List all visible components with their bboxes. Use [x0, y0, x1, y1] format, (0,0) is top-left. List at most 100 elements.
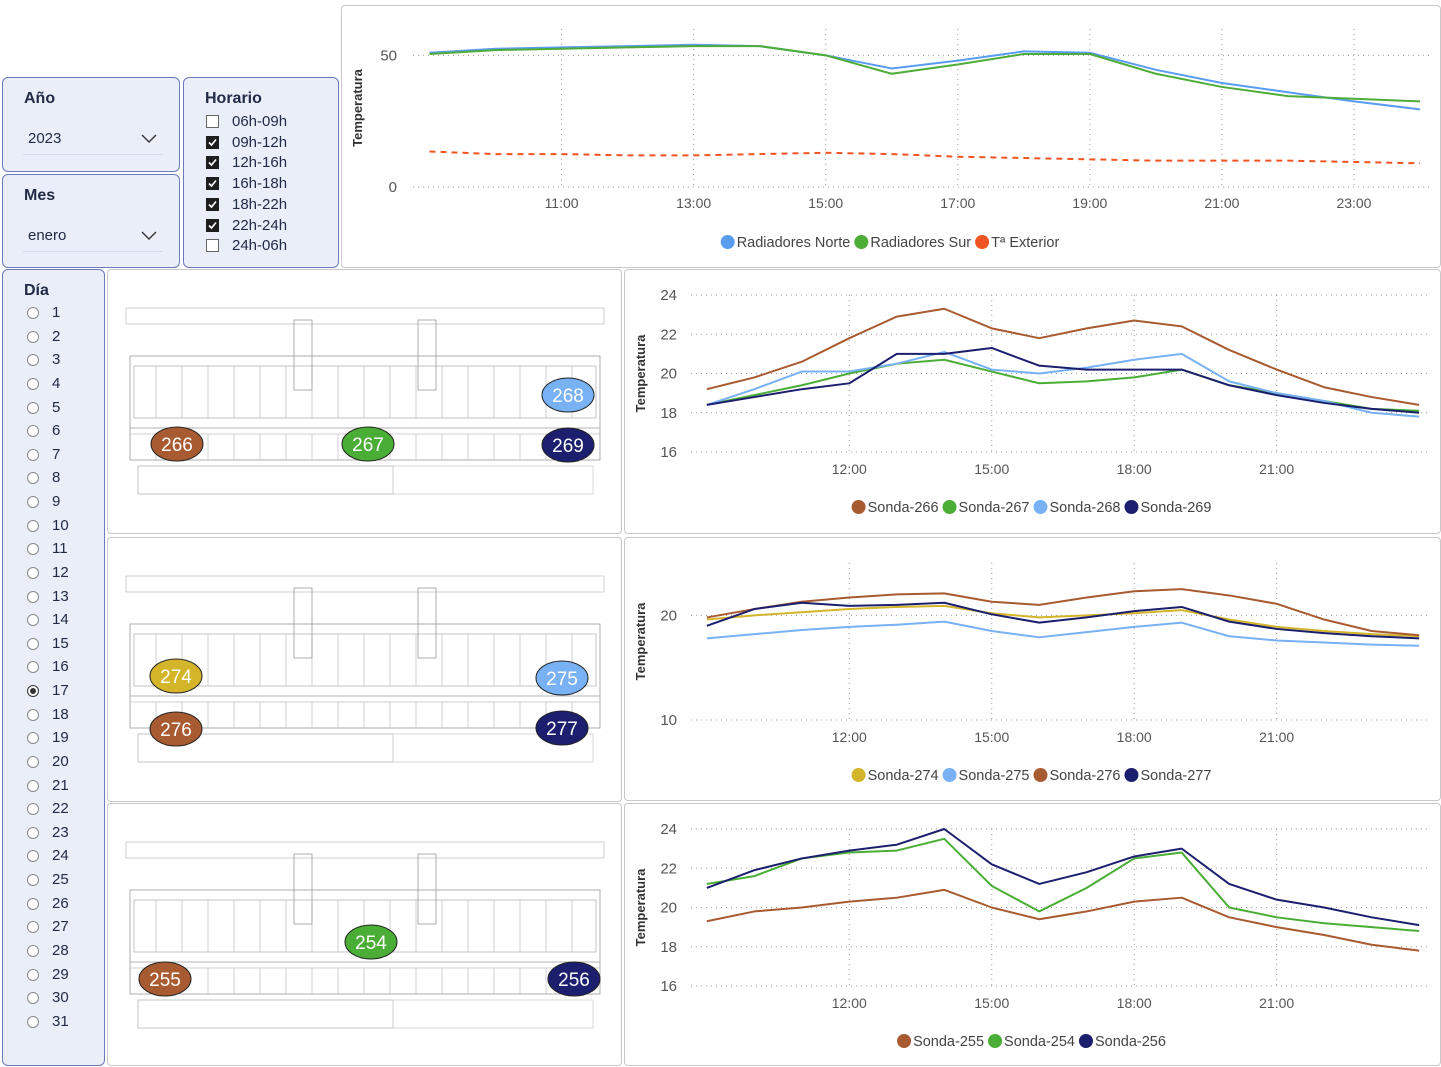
radio-label[interactable]: 21: [52, 776, 69, 794]
radio-label[interactable]: 25: [52, 871, 69, 889]
radio-label[interactable]: 31: [52, 1012, 69, 1030]
radio-button[interactable]: [27, 590, 39, 603]
month-dropdown[interactable]: enero: [23, 221, 163, 252]
checkbox-label[interactable]: 12h-16h: [232, 154, 288, 172]
probe-marker[interactable]: [344, 924, 398, 960]
probe-marker[interactable]: [341, 426, 395, 462]
checkbox-label[interactable]: 18h-22h: [232, 195, 288, 213]
legend-item[interactable]: Sonda-267: [942, 500, 1030, 516]
radio-button[interactable]: [27, 850, 39, 863]
checkbox[interactable]: [206, 177, 219, 191]
radio-label[interactable]: 26: [52, 894, 69, 912]
radio-button[interactable]: [27, 614, 39, 627]
radio-button[interactable]: [27, 519, 39, 532]
radio-button[interactable]: [27, 968, 39, 981]
checkbox[interactable]: [206, 156, 219, 170]
probe-marker[interactable]: [547, 961, 601, 997]
radio-button[interactable]: [27, 826, 39, 839]
radio-label[interactable]: 7: [52, 445, 61, 463]
radio-button[interactable]: [27, 566, 39, 579]
radio-label[interactable]: 28: [52, 942, 69, 959]
radio-label[interactable]: 29: [52, 965, 69, 983]
radio-label[interactable]: 6: [52, 422, 61, 440]
radio-label[interactable]: 11: [52, 540, 68, 558]
legend-item[interactable]: Sonda-277: [1124, 768, 1211, 784]
legend-item[interactable]: Sonda-276: [1033, 768, 1121, 784]
radio-button[interactable]: [27, 1015, 39, 1028]
radio-label[interactable]: 1: [52, 304, 61, 321]
checkbox[interactable]: [206, 197, 219, 211]
radio-label[interactable]: 3: [52, 351, 61, 369]
probe-marker[interactable]: [535, 660, 589, 696]
checkbox[interactable]: [206, 135, 219, 149]
radio-button[interactable]: [27, 755, 39, 768]
probe-marker[interactable]: [541, 427, 595, 463]
checkbox-label[interactable]: 24h-06h: [232, 237, 288, 255]
checkbox[interactable]: [206, 239, 219, 253]
radio-button[interactable]: [27, 945, 39, 957]
radio-button[interactable]: [27, 307, 39, 319]
radio-button[interactable]: [27, 992, 39, 1005]
legend-item[interactable]: Radiadores Sur: [854, 235, 971, 251]
radio-label[interactable]: 22: [52, 800, 69, 818]
legend-item[interactable]: Sonda-269: [1124, 500, 1211, 516]
probe-marker[interactable]: [149, 658, 203, 694]
legend-item[interactable]: Sonda-254: [988, 1034, 1075, 1050]
legend-item[interactable]: Sonda-268: [1033, 500, 1121, 516]
checkbox-label[interactable]: 22h-24h: [232, 216, 288, 234]
radio-label[interactable]: 30: [52, 989, 69, 1007]
legend-item[interactable]: Radiadores Norte: [720, 235, 851, 251]
radio-button[interactable]: [27, 496, 39, 509]
radio-label[interactable]: 27: [52, 918, 69, 936]
legend-item[interactable]: Sonda-255: [897, 1034, 984, 1050]
radio-button[interactable]: [27, 874, 39, 887]
radio-button[interactable]: [27, 779, 39, 792]
radio-label[interactable]: 19: [52, 729, 69, 747]
checkbox[interactable]: [206, 218, 219, 232]
radio-button[interactable]: [27, 897, 39, 910]
legend-item[interactable]: Sonda-266: [851, 500, 939, 516]
radio-label[interactable]: 20: [52, 752, 69, 770]
legend-item[interactable]: Sonda-274: [851, 768, 939, 784]
radio-label[interactable]: 9: [52, 493, 61, 511]
radio-button[interactable]: [27, 661, 39, 674]
radio-label[interactable]: 10: [52, 516, 69, 534]
radio-button[interactable]: [27, 448, 39, 461]
radio-button[interactable]: [27, 921, 39, 934]
radio-button[interactable]: [27, 425, 39, 438]
radio-label[interactable]: 8: [52, 469, 61, 487]
checkbox-label[interactable]: 16h-18h: [232, 175, 288, 193]
radio-label[interactable]: 2: [52, 327, 61, 345]
probe-marker[interactable]: [138, 961, 192, 997]
radio-button[interactable]: [27, 377, 39, 390]
radio-button[interactable]: [27, 401, 39, 414]
radio-button[interactable]: [27, 330, 39, 343]
probe-marker[interactable]: [149, 711, 203, 747]
radio-label[interactable]: 12: [52, 563, 69, 581]
legend-item[interactable]: Tª Exterior: [975, 235, 1059, 251]
radio-label[interactable]: 4: [52, 374, 61, 392]
radio-label[interactable]: 17: [52, 682, 69, 700]
probe-marker[interactable]: [535, 710, 589, 746]
radio-button[interactable]: [27, 472, 39, 485]
radio-button[interactable]: [27, 543, 39, 556]
radio-button[interactable]: [27, 803, 39, 816]
radio-button[interactable]: [27, 732, 39, 745]
radio-button[interactable]: [27, 708, 39, 721]
probe-marker[interactable]: [150, 426, 204, 462]
radio-label[interactable]: 18: [52, 705, 69, 723]
year-dropdown[interactable]: 2023: [23, 124, 163, 155]
checkbox-label[interactable]: 06h-09h: [232, 113, 288, 130]
radio-label[interactable]: 23: [52, 823, 69, 841]
radio-label[interactable]: 16: [52, 658, 69, 676]
legend-item[interactable]: Sonda-256: [1078, 1034, 1166, 1050]
radio-label[interactable]: 15: [52, 634, 69, 652]
radio-label[interactable]: 13: [52, 587, 69, 605]
checkbox[interactable]: [206, 115, 219, 128]
radio-label[interactable]: 24: [52, 847, 69, 865]
radio-button[interactable]: [27, 685, 39, 698]
radio-button[interactable]: [27, 354, 39, 367]
radio-label[interactable]: 14: [52, 611, 69, 629]
checkbox-label[interactable]: 09h-12h: [232, 133, 288, 151]
legend-item[interactable]: Sonda-275: [942, 768, 1030, 784]
